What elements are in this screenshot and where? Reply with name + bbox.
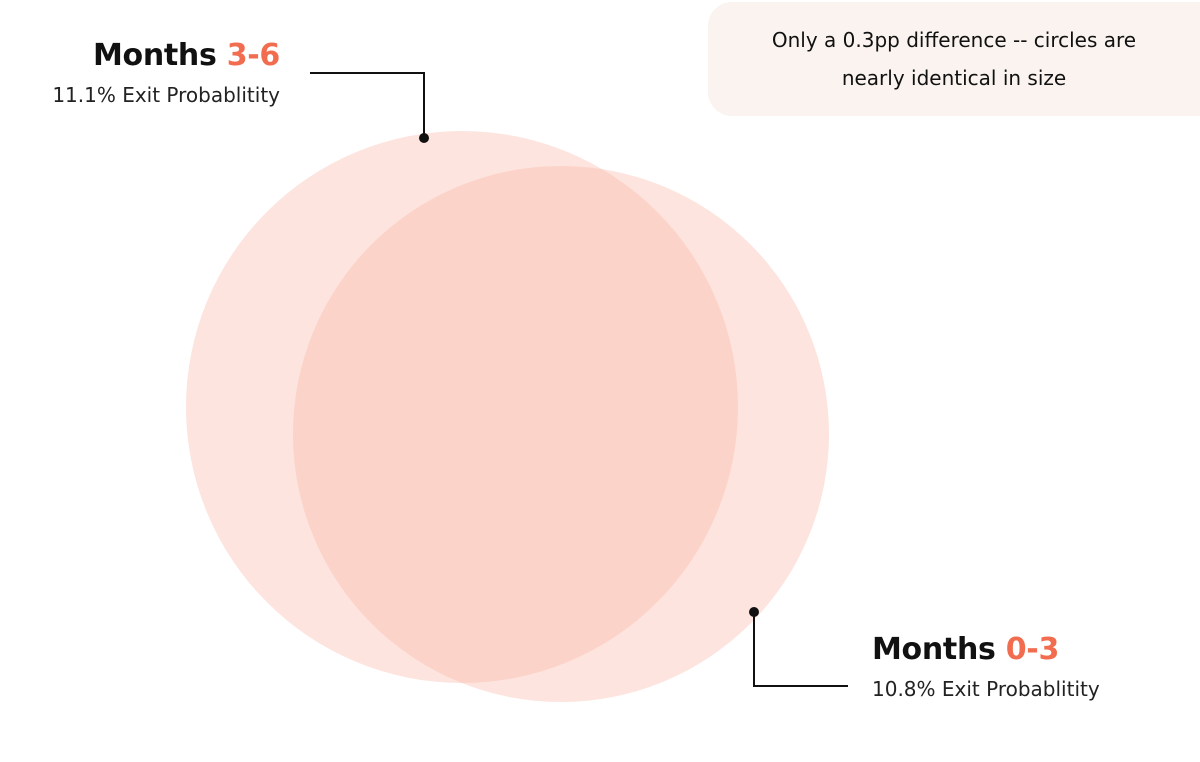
leader-line-months-0-3	[753, 612, 848, 687]
anchor-dot-months-3-6	[419, 133, 429, 143]
month-range: 3-6	[226, 38, 281, 73]
exit-probability-text: 10.8% Exit Probablitity	[872, 677, 1100, 701]
title-prefix: Months	[92, 38, 227, 73]
group-title: Months 0-3	[872, 632, 1100, 667]
circle-months-3-6	[186, 131, 738, 683]
leader-line-months-3-6	[310, 72, 425, 138]
exit-probability-text: 11.1% Exit Probablitity	[52, 83, 280, 107]
callout-text: Only a 0.3pp difference -- circles are n…	[771, 28, 1137, 90]
anchor-dot-months-0-3	[749, 607, 759, 617]
month-range: 0-3	[1005, 632, 1060, 667]
callout-box: Only a 0.3pp difference -- circles are n…	[708, 2, 1200, 116]
title-prefix: Months	[872, 632, 1006, 667]
label-months-3-6: Months 3-6 11.1% Exit Probablitity	[52, 38, 280, 107]
circle-months-0-3	[293, 166, 829, 702]
group-title: Months 3-6	[52, 38, 280, 73]
label-months-0-3: Months 0-3 10.8% Exit Probablitity	[872, 632, 1100, 701]
